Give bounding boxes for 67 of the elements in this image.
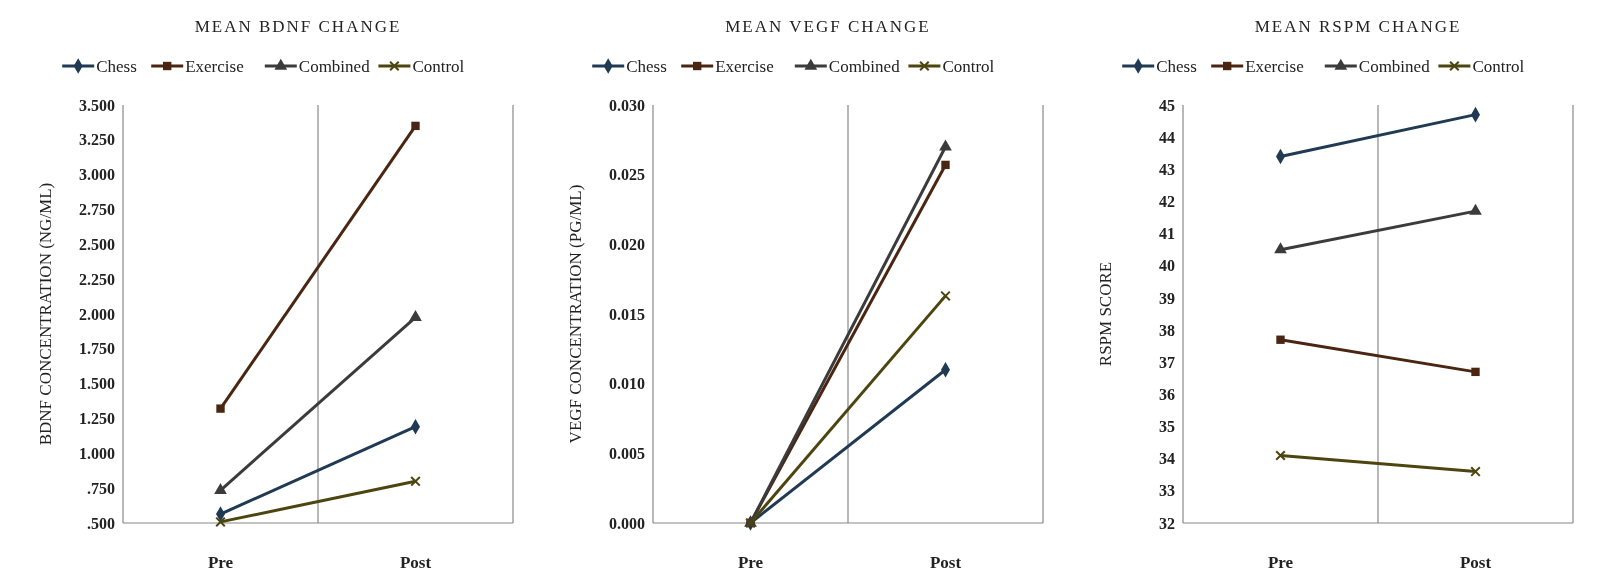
- y-tick-label: 1.250: [79, 410, 115, 428]
- y-tick-label: 35: [1159, 418, 1175, 436]
- legend-label: Combined: [298, 57, 371, 76]
- chart-title: MEAN VEGF CHANGE: [725, 17, 931, 36]
- x-tick-label: Pre: [207, 553, 234, 572]
- x-tick-label: Post: [399, 553, 432, 572]
- y-tick-label: 43: [1159, 160, 1175, 178]
- y-axis-title: BDNF CONCENTRATION (NG/ML): [36, 182, 55, 446]
- y-tick-label: 41: [1159, 225, 1175, 243]
- y-tick-label: 0.015: [609, 305, 645, 323]
- point: [941, 160, 950, 170]
- x-tick-label: Pre: [737, 553, 764, 572]
- legend-label: Control: [412, 57, 465, 76]
- y-tick-label: 3.250: [79, 131, 115, 149]
- y-tick-label: 34: [1159, 450, 1175, 468]
- legend-label: Exercise: [1245, 57, 1304, 76]
- y-tick-label: 2.250: [79, 270, 115, 288]
- y-tick-label: 39: [1159, 289, 1175, 307]
- x-tick-label: Pre: [1267, 553, 1294, 572]
- y-tick-label: 0.030: [609, 96, 645, 114]
- legend-label: Control: [1472, 57, 1525, 76]
- point: [1276, 335, 1285, 344]
- y-tick-label: 42: [1159, 193, 1175, 211]
- y-tick-label: 0.005: [609, 444, 645, 462]
- x-tick-label: Post: [929, 553, 962, 572]
- y-tick-label: 0.010: [609, 375, 645, 393]
- y-axis-title: VEGF CONCENTRATION (PG/ML): [566, 184, 585, 444]
- y-tick-label: 1.750: [79, 340, 115, 358]
- y-tick-label: .500: [87, 514, 115, 532]
- chart-title: MEAN RSPM CHANGE: [1254, 17, 1462, 36]
- y-tick-label: 2.000: [79, 305, 115, 323]
- legend-label: Exercise: [715, 57, 774, 76]
- legend-label: Combined: [828, 57, 901, 76]
- x-tick-label: Post: [1459, 553, 1492, 572]
- y-tick-label: 36: [1159, 385, 1175, 403]
- y-tick-label: 40: [1159, 257, 1175, 275]
- legend-label: Chess: [1156, 57, 1197, 76]
- y-tick-label: 38: [1159, 321, 1175, 339]
- chart-title: MEAN BDNF CHANGE: [194, 17, 402, 36]
- y-tick-label: .750: [87, 479, 115, 497]
- y-tick-label: 0.025: [609, 166, 645, 184]
- y-tick-label: 3.500: [79, 96, 115, 114]
- y-tick-label: 45: [1159, 96, 1175, 114]
- legend-label: Chess: [96, 57, 137, 76]
- point: [411, 121, 420, 131]
- y-tick-label: 37: [1159, 353, 1175, 371]
- legend-label: Control: [942, 57, 995, 76]
- legend-label: Combined: [1358, 57, 1431, 76]
- y-axis-title: RSPM SCORE: [1096, 261, 1115, 367]
- legend-label: Chess: [626, 57, 667, 76]
- point: [1470, 466, 1481, 477]
- y-tick-label: 1.500: [79, 375, 115, 393]
- legend-label: Exercise: [185, 57, 244, 76]
- y-tick-label: 3.000: [79, 166, 115, 184]
- y-tick-label: 0.000: [609, 514, 645, 532]
- y-tick-label: 0.020: [609, 235, 645, 253]
- y-tick-label: 33: [1159, 482, 1175, 500]
- point: [216, 404, 225, 413]
- point: [940, 290, 951, 302]
- point: [410, 476, 421, 487]
- point: [1275, 450, 1286, 461]
- y-tick-label: 44: [1159, 128, 1175, 146]
- point: [1471, 367, 1480, 377]
- y-tick-label: 2.500: [79, 235, 115, 253]
- y-tick-label: 2.750: [79, 201, 115, 219]
- y-tick-label: 32: [1159, 514, 1175, 532]
- y-tick-label: 1.000: [79, 444, 115, 462]
